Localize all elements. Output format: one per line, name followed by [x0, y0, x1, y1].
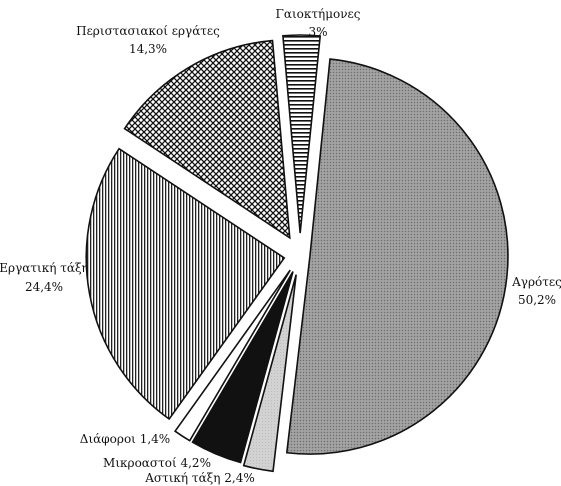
slice-label-value-4: Διάφοροι 1,4% — [80, 432, 170, 446]
slice-label-value-5: 24,4% — [25, 280, 63, 294]
slice-label-value-1: 50,2% — [518, 293, 556, 307]
slice-label-value-6: 14,3% — [129, 42, 167, 56]
pie-slice-1 — [285, 58, 509, 455]
pie-slice-6 — [123, 39, 291, 240]
slice-label-value-0: 3% — [308, 25, 327, 39]
pie-slice-5 — [85, 147, 286, 421]
slice-label-name-1: Αγρότες — [511, 275, 561, 289]
pie-slice-0 — [282, 34, 322, 234]
slice-label-value-2: Αστική τάξη 2,4% — [144, 471, 255, 485]
slice-label-name-6: Περιστασιακοί εργάτες — [76, 24, 220, 38]
pie-slice-2 — [242, 274, 297, 473]
slice-label-value-3: Μικροαστοί 4,2% — [103, 456, 211, 470]
slice-label-name-5: Εργατική τάξη — [0, 261, 89, 275]
pie-slice-4 — [173, 269, 291, 442]
slice-label-name-0: Γαιοκτήμονες — [276, 7, 361, 21]
pie-slice-3 — [191, 271, 294, 464]
